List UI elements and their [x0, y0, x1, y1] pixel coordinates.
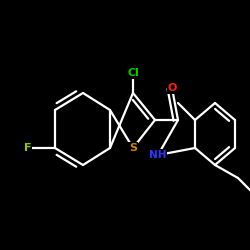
- Text: F: F: [24, 143, 32, 153]
- Text: NH: NH: [149, 150, 167, 160]
- Text: Cl: Cl: [127, 68, 139, 78]
- Text: O: O: [167, 83, 177, 93]
- Text: S: S: [129, 143, 137, 153]
